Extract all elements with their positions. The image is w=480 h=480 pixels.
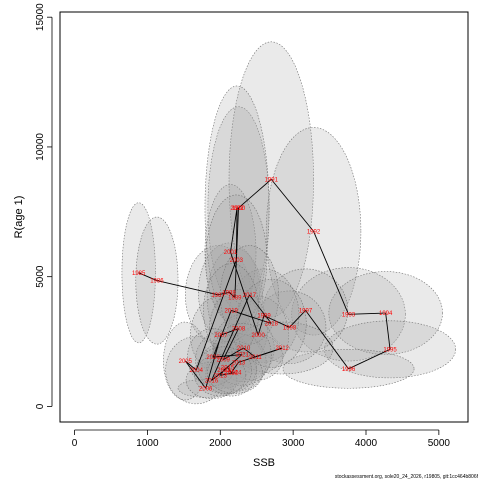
year-label-1989: 1989 <box>228 295 242 301</box>
trajectory-segment-2000-2001 <box>230 251 259 336</box>
trajectory-segment-2005-2006 <box>184 360 207 389</box>
y-tick-label-5000: 5000 <box>35 265 46 288</box>
year-label-1988: 1988 <box>222 290 236 296</box>
uncertainty-ellipse-layer <box>121 41 456 405</box>
year-label-2018: 2018 <box>265 321 279 327</box>
trajectory-segment-1998-1999 <box>263 315 290 328</box>
y-tick-label-0: 0 <box>35 403 46 409</box>
trajectory-segment-1988-1989 <box>228 291 236 298</box>
year-label-1997: 1997 <box>299 308 313 314</box>
year-label-2013: 2013 <box>232 360 246 366</box>
y-tick-label-10000: 10000 <box>35 133 46 161</box>
trajectory-segment-2002-2003 <box>235 207 238 260</box>
year-label-1992: 1992 <box>307 229 321 235</box>
year-label-2011: 2011 <box>249 355 263 361</box>
trajectory-segment-1985-1986 <box>138 272 158 281</box>
year-label-2014: 2014 <box>225 371 239 377</box>
trajectory-segment-2004-2005 <box>185 360 197 371</box>
plot-frame <box>59 11 469 423</box>
year-label-1987: 1987 <box>211 293 225 299</box>
trajectory-segment-2023-2024 <box>220 372 235 376</box>
year-label-2002: 2002 <box>230 206 244 212</box>
trajectory-segment-2010-2011 <box>243 347 256 358</box>
year-label-1996: 1996 <box>342 367 356 373</box>
trajectory-segment-2007-2008 <box>220 328 239 336</box>
trajectory-segment-2021-2022 <box>223 354 243 371</box>
footer-text: stockassessment.org, sole20_24_2026, r19… <box>335 474 479 480</box>
year-label-2001: 2001 <box>224 250 238 256</box>
trajectory-segment-2018-2019 <box>231 309 272 324</box>
year-label-2007: 2007 <box>214 333 228 339</box>
trajectory-segment-2001-2002 <box>230 207 238 253</box>
y-axis-label: R(age 1) <box>13 196 25 239</box>
year-label-2023: 2023 <box>214 373 228 379</box>
y-tick-label-15000: 15000 <box>35 3 46 31</box>
year-label-2009: 2009 <box>217 358 231 364</box>
x-tick-label-3000: 3000 <box>282 438 305 449</box>
x-tick-label-4000: 4000 <box>355 438 378 449</box>
year-label-1993: 1993 <box>342 312 356 318</box>
trajectory-segment-1992-1993 <box>313 231 349 315</box>
trajectory-segment-2012-2013 <box>238 347 283 363</box>
x-tick-label-1000: 1000 <box>136 438 159 449</box>
x-tick-label-0: 0 <box>72 438 78 449</box>
trajectory-segment-1994-1995 <box>385 312 391 350</box>
trajectory-segment-2020-2021 <box>212 354 243 358</box>
trajectory-segment-1996-1997 <box>305 310 349 370</box>
year-label-2000: 2000 <box>251 333 265 339</box>
y-axis: 0 5000 10000 15000 <box>35 3 53 409</box>
x-tick-label-2000: 2000 <box>209 438 232 449</box>
trajectory-segment-1990-1991 <box>238 179 272 209</box>
trajectory-segment-1986-1987 <box>156 280 219 296</box>
year-label-2024: 2024 <box>228 371 242 377</box>
trajectory-segment-1999-2000 <box>257 315 265 336</box>
year-label-2003: 2003 <box>230 258 244 264</box>
trajectory-segment-1995-1996 <box>348 348 391 370</box>
year-label-2004: 2004 <box>190 368 204 374</box>
year-label-1995: 1995 <box>383 347 397 353</box>
year-label-1994: 1994 <box>379 311 393 317</box>
trajectory-segment-2019-2020 <box>212 310 232 358</box>
year-label-1985: 1985 <box>132 271 146 277</box>
year-label-2016: 2016 <box>205 378 219 384</box>
x-tick-label-5000: 5000 <box>428 438 451 449</box>
year-label-2010: 2010 <box>237 346 251 352</box>
year-label-2005: 2005 <box>179 359 193 365</box>
trajectory-segment-2013-2014 <box>230 362 239 373</box>
trajectory-segment-2003-2004 <box>195 259 237 371</box>
trajectory-segment-1997-1998 <box>289 310 306 328</box>
year-label-2020: 2020 <box>206 355 220 361</box>
year-label-2012: 2012 <box>276 346 290 352</box>
trajectory-segment-2014-2015 <box>227 367 232 373</box>
trajectory-segment-2016-2017 <box>211 294 250 381</box>
trajectory-segment-1993-1994 <box>348 312 386 315</box>
year-label-2021: 2021 <box>235 353 249 359</box>
trajectory-segment-2008-2009 <box>222 328 239 360</box>
year-label-2015: 2015 <box>221 366 235 372</box>
year-label-1990: 1990 <box>232 206 246 212</box>
year-label-2019: 2019 <box>225 308 239 314</box>
year-label-1991: 1991 <box>265 177 279 183</box>
year-label-2006: 2006 <box>199 386 213 392</box>
year-label-1999: 1999 <box>257 314 271 320</box>
trajectory-segment-2022-2023 <box>219 369 225 376</box>
trajectory-segment-2017-2018 <box>249 294 272 324</box>
year-label-2022: 2022 <box>217 368 231 374</box>
x-axis-label: SSB <box>253 457 275 469</box>
year-label-1986: 1986 <box>150 279 164 285</box>
trajectory-segment-2009-2010 <box>222 347 244 361</box>
trajectory-line-layer <box>138 179 391 389</box>
x-axis: 0 1000 2000 3000 4000 5000 <box>72 429 451 449</box>
year-label-2008: 2008 <box>232 327 246 333</box>
year-label-2017: 2017 <box>243 293 257 299</box>
trajectory-segment-1991-1992 <box>270 179 314 232</box>
trajectory-segment-1987-1988 <box>217 291 230 296</box>
year-label-1998: 1998 <box>283 325 297 331</box>
